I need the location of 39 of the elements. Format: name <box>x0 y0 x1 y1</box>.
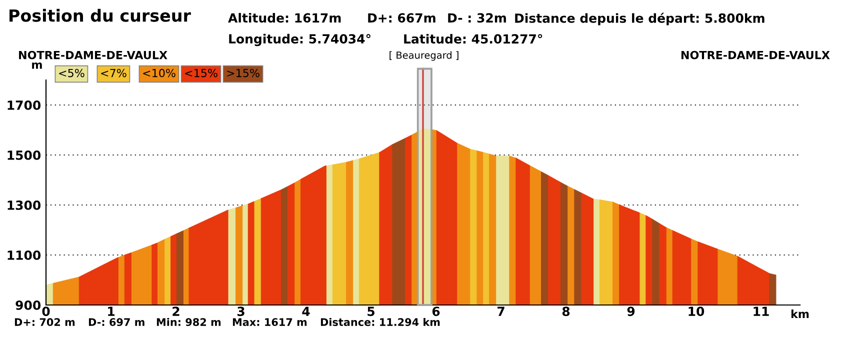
y-tick-label: 900 <box>16 300 41 310</box>
y-tick-label: 1300 <box>8 200 41 210</box>
x-tick-label: 2 <box>172 306 180 316</box>
x-tick-label: 0 <box>42 306 50 316</box>
y-axis-title: m <box>32 62 42 69</box>
text: Altitude: 1617m <box>228 12 341 23</box>
text: D+: 667m <box>368 13 436 23</box>
text: D- : 32m <box>448 13 506 23</box>
x-tick-label: 1 <box>108 306 114 316</box>
text: Min: 982 m <box>156 318 221 326</box>
text: Distance: 11.294 km <box>320 318 440 326</box>
x-tick-label: 7 <box>497 306 504 316</box>
text: NOTRE-DAME-DE-VAULX <box>19 50 168 60</box>
x-tick-label: 10 <box>688 306 704 316</box>
text: [ Beauregard ] <box>390 51 458 61</box>
y-tick-label: 1500 <box>8 150 41 160</box>
x-tick-label: 3 <box>237 306 244 316</box>
text: D-: 697 m <box>88 318 144 326</box>
text: Distance depuis le départ: 5.800km <box>515 12 764 26</box>
x-tick-label: 11 <box>754 306 769 316</box>
x-tick-label: 6 <box>432 306 440 316</box>
text: >15% <box>227 68 260 78</box>
chart-title: Position du curseur <box>10 8 191 22</box>
text: Longitude: 5.74034° <box>229 34 370 46</box>
x-tick-label: 4 <box>302 306 310 316</box>
x-tick-label: 5 <box>368 306 374 316</box>
text: Latitude: 45.01277° <box>404 34 542 44</box>
text: D+: 702 m <box>14 318 75 326</box>
text: <7% <box>101 68 126 78</box>
x-tick-label: 9 <box>627 306 635 316</box>
y-tick-label: 1700 <box>8 100 41 110</box>
x-axis-title: km <box>791 310 809 318</box>
y-tick-label: 1100 <box>8 250 41 260</box>
x-tick-label: 8 <box>562 306 570 316</box>
text: <15% <box>185 68 218 78</box>
text: <10% <box>143 68 176 78</box>
text: Max: 1617 m <box>232 318 307 326</box>
text: <5% <box>59 68 84 78</box>
text: NOTRE-DAME-DE-VAULX <box>681 50 830 60</box>
